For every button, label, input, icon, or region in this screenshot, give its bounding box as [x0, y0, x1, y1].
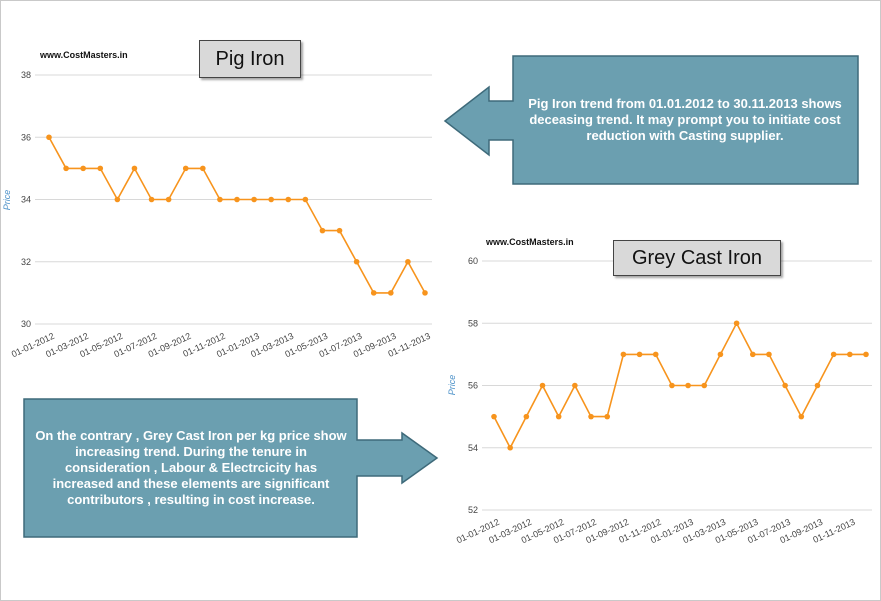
- grey-iron-y-tick-label: 54: [468, 443, 478, 453]
- pig-iron-data-point: [285, 196, 292, 203]
- pig-iron-data-point: [251, 196, 257, 203]
- grey-iron-y-tick-label: 58: [468, 318, 478, 328]
- grey-iron-data-point: [572, 382, 578, 389]
- grey-iron-data-point: [733, 320, 740, 327]
- pig-iron-data-point: [234, 196, 240, 203]
- grey-iron-data-point: [766, 351, 772, 358]
- pig-iron-data-point: [353, 258, 360, 265]
- pig-iron-y-axis-label: Price: [2, 190, 12, 211]
- pig-iron-data-point: [217, 196, 223, 203]
- grey-iron-data-point: [782, 382, 788, 389]
- grey-iron-callout-arrow: [23, 398, 439, 538]
- pig-iron-y-tick-label: 30: [21, 319, 31, 329]
- pig-iron-data-point: [200, 165, 206, 172]
- grey-iron-data-point: [588, 413, 594, 420]
- grey-iron-y-tick-label: 60: [468, 256, 478, 266]
- pig-iron-data-point: [114, 196, 121, 203]
- grey-iron-y-tick-label: 52: [468, 505, 478, 515]
- grey-iron-data-point: [669, 382, 675, 389]
- grey-iron-data-point: [523, 413, 530, 420]
- pig-iron-data-point: [405, 258, 411, 265]
- pig-iron-watermark: www.CostMasters.in: [39, 50, 128, 60]
- grey-iron-data-point: [798, 413, 805, 420]
- pig-iron-data-point: [336, 227, 343, 234]
- pig-iron-data-point: [422, 290, 428, 296]
- grey-iron-series-line: [493, 321, 866, 450]
- pig-iron-callout-arrow: [443, 55, 859, 185]
- pig-iron-data-point: [80, 165, 86, 172]
- pig-iron-data-point: [182, 165, 189, 172]
- grey-iron-data-point: [814, 382, 821, 389]
- pig-iron-data-point: [268, 196, 274, 203]
- grey-iron-data-point: [749, 351, 756, 358]
- pig-iron-data-point: [97, 165, 104, 172]
- grey-iron-data-point: [491, 413, 497, 420]
- grey-iron-data-point: [539, 382, 546, 389]
- grey-iron-data-point: [863, 351, 869, 358]
- grey-iron-data-point: [507, 444, 513, 451]
- grey-iron-y-tick-label: 56: [468, 381, 478, 391]
- grey-iron-y-axis-label: Price: [447, 375, 457, 396]
- pig-iron-data-point: [319, 227, 326, 234]
- pig-iron-series-line: [48, 136, 426, 294]
- grey-iron-data-point: [620, 351, 627, 358]
- pig-iron-title: Pig Iron: [199, 40, 301, 78]
- grey-cast-iron-title: Grey Cast Iron: [613, 240, 781, 276]
- pig-iron-data-point: [63, 165, 69, 172]
- grey-iron-watermark: www.CostMasters.in: [485, 237, 574, 247]
- grey-iron-data-point: [701, 382, 708, 389]
- pig-iron-data-point: [46, 134, 52, 141]
- pig-iron-y-tick-label: 38: [21, 70, 31, 80]
- pig-iron-data-point: [388, 290, 394, 296]
- grey-iron-data-point: [685, 382, 691, 389]
- grey-iron-data-point: [555, 413, 562, 420]
- grey-iron-note: On the contrary , Grey Cast Iron per kg …: [35, 428, 347, 507]
- grey-iron-data-point: [830, 351, 837, 358]
- grey-iron-data-point: [652, 351, 659, 358]
- pig-iron-data-point: [370, 290, 377, 296]
- pig-iron-note: Pig Iron trend from 01.01.2012 to 30.11.…: [528, 96, 842, 143]
- grey-iron-data-point: [604, 413, 611, 420]
- pig-iron-y-tick-label: 34: [21, 195, 31, 205]
- pig-iron-data-point: [148, 196, 155, 203]
- grey-iron-data-point: [717, 351, 724, 358]
- grey-iron-data-point: [847, 351, 853, 358]
- grey-iron-data-point: [636, 351, 643, 358]
- pig-iron-data-point: [302, 196, 309, 203]
- pig-iron-data-point: [131, 165, 138, 172]
- pig-iron-y-tick-label: 36: [21, 132, 31, 142]
- pig-iron-data-point: [165, 196, 172, 203]
- pig-iron-y-tick-label: 32: [21, 257, 31, 267]
